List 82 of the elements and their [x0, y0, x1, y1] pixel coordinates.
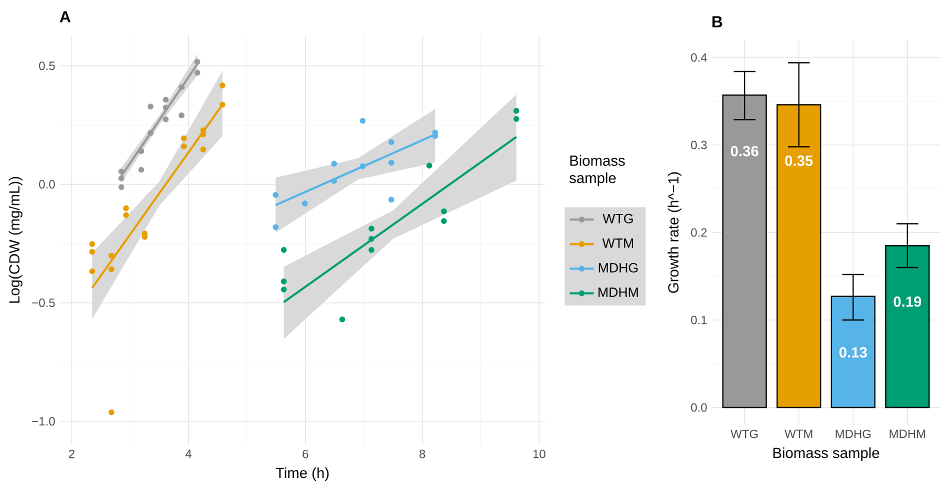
point — [368, 246, 374, 253]
point — [148, 103, 154, 110]
y-tick-label: 0.0 — [691, 403, 707, 412]
x-axis-title: Time (h) — [276, 467, 329, 481]
point — [162, 104, 169, 110]
data-label: 0.35 — [785, 155, 813, 166]
x-axis-title: Biomass sample — [773, 447, 880, 461]
data-label: 0.36 — [730, 146, 758, 156]
x-tick-label: 10 — [533, 449, 546, 458]
y-tick-label: 0.4 — [691, 53, 707, 62]
legend-label: WTM — [602, 238, 634, 248]
x-tick-label: 6 — [302, 449, 308, 458]
point — [108, 252, 114, 258]
y-tick-label: 0.5 — [39, 61, 55, 70]
legend-label: MDHG — [598, 262, 638, 272]
point — [426, 162, 432, 168]
y-tick-label: 0.2 — [691, 228, 707, 237]
point — [272, 224, 279, 230]
point — [194, 58, 200, 64]
point — [368, 236, 374, 242]
y-tick-label: −0.5 — [32, 298, 55, 307]
point — [280, 278, 287, 284]
point — [513, 116, 520, 122]
y-tick-label: 0.3 — [691, 140, 707, 150]
point — [118, 175, 124, 182]
point — [280, 246, 287, 253]
point — [118, 184, 124, 190]
y-axis-title: Growth rate (h^−1) — [668, 172, 682, 293]
y-axis-title: Log(CDW (mg/mL)) — [8, 176, 22, 303]
point — [440, 208, 447, 214]
point — [138, 166, 144, 173]
x-tick-label: MDHG — [836, 429, 871, 438]
point — [440, 218, 447, 224]
point — [180, 143, 187, 150]
x-tick-label: 4 — [186, 449, 192, 458]
point — [123, 205, 129, 211]
x-tick-label: WTM — [784, 429, 812, 438]
point — [108, 409, 114, 415]
point — [360, 118, 366, 124]
x-tick-label: MDHM — [890, 429, 926, 438]
point — [388, 138, 394, 145]
point — [89, 240, 96, 247]
point — [178, 112, 184, 118]
point — [123, 212, 129, 218]
point — [162, 96, 169, 102]
chart-title: B — [712, 16, 722, 28]
point — [339, 316, 346, 322]
point — [220, 82, 226, 88]
legend-title: Biomass sample — [570, 154, 625, 186]
point — [108, 266, 114, 272]
y-tick-label: 0.0 — [39, 180, 55, 188]
point — [331, 160, 337, 166]
point — [331, 178, 337, 184]
point — [118, 168, 124, 174]
x-tick-label: 2 — [68, 449, 74, 458]
legend-label: WTG — [602, 214, 633, 224]
point — [148, 130, 154, 136]
y-tick-label: −1.0 — [32, 416, 55, 426]
point — [194, 70, 200, 76]
point — [302, 200, 308, 206]
point — [388, 196, 394, 202]
point — [360, 163, 366, 169]
legend-label: MDHM — [598, 287, 638, 297]
data-label: 0.19 — [894, 296, 922, 307]
point — [513, 108, 520, 114]
y-tick-label: 0.1 — [691, 316, 707, 324]
point — [200, 146, 206, 152]
point — [220, 102, 226, 108]
point — [368, 225, 374, 232]
point — [138, 148, 144, 154]
point — [89, 248, 96, 255]
chart-title: A — [60, 11, 71, 22]
x-tick-label: WTG — [730, 429, 758, 438]
point — [180, 135, 187, 142]
point — [89, 268, 96, 274]
point — [178, 84, 184, 90]
point — [388, 160, 394, 166]
point — [162, 116, 169, 122]
x-tick-label: 8 — [419, 449, 426, 458]
point — [272, 192, 279, 198]
data-label: 0.13 — [839, 346, 867, 358]
point — [280, 286, 287, 292]
